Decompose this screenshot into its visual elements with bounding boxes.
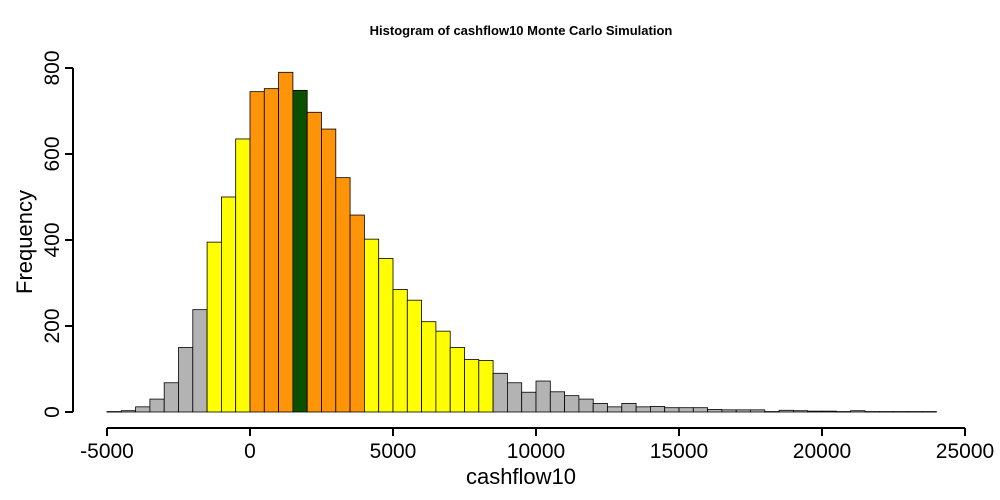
y-tick-label: 200 [41,308,64,343]
histogram-bar [106,411,122,413]
y-axis: 0 200 400 600 800 [41,50,74,418]
histogram-bar [406,299,422,413]
x-tick-label: 10000 [507,440,565,463]
chart-title: Histogram of cashflow10 Monte Carlo Simu… [370,23,673,38]
histogram-bar [449,347,465,413]
histogram-bar [592,402,608,413]
histogram-bar [750,409,766,413]
y-tick-label: 600 [41,136,64,171]
histogram-bar [878,411,894,413]
x-axis: -5000 0 5000 10000 15000 20000 25000 [80,427,994,463]
histogram-bar [635,406,651,413]
histogram-bar [907,411,923,413]
histogram-bar [135,406,151,413]
histogram-bar [249,91,265,413]
histogram-bar [721,409,737,413]
histogram-bar [306,111,322,413]
histogram-bar [464,359,480,413]
histogram-bar [835,411,851,413]
histogram-bar [864,411,880,413]
histogram-bar [292,89,308,413]
histogram-bar [778,409,794,413]
histogram-bar [392,289,408,413]
histogram-bar [435,330,451,413]
y-tick-label: 800 [41,50,64,85]
histogram-bar [650,406,666,413]
histogram-bar [678,407,694,413]
histogram-bar [349,214,365,413]
histogram-bar [163,382,179,413]
histogram-bar [621,402,637,413]
x-tick-label: 0 [244,440,256,463]
histogram-bar [321,128,337,413]
histogram-bar [707,409,723,413]
histogram-bar [149,398,165,413]
histogram-bar [335,177,351,413]
y-tick-label: 400 [41,222,64,257]
histogram-bar [764,411,780,413]
histogram-bar [893,411,909,413]
histogram-bar [120,410,137,413]
histogram-bar [535,380,551,413]
histogram-bar [735,409,751,413]
histogram-bar [564,395,580,413]
histogram-bar [549,391,565,413]
histogram-bar [578,398,594,413]
x-tick-label: 5000 [370,440,417,463]
histogram-bar [506,382,523,413]
histogram-bar [807,410,823,413]
bars-group [106,71,937,413]
histogram-bar [178,347,194,413]
histogram-bar [278,71,294,413]
histogram-bar [206,241,222,413]
x-tick-label: 25000 [936,440,994,463]
histogram-bar [492,372,508,413]
histogram-bar [793,410,809,413]
x-tick-label: 20000 [793,440,851,463]
histogram-bar [192,309,208,413]
x-axis-label: cashflow10 [466,464,576,489]
histogram-bar [363,238,380,413]
y-axis-label: Frequency [12,190,37,294]
histogram-bar [607,406,623,413]
histogram-bar [235,138,251,413]
histogram-bar [378,258,394,413]
histogram-bar [421,321,437,413]
histogram-bar [921,411,937,413]
y-tick-label: 0 [41,406,64,418]
histogram-bar [692,407,708,413]
histogram-bar [821,410,837,413]
histogram-bar [478,359,494,413]
histogram-bar [521,391,537,413]
histogram-bar [664,407,680,413]
histogram-bar [220,196,237,413]
histogram-bar [263,88,279,413]
histogram-bar [850,410,866,413]
x-tick-label: -5000 [80,440,134,463]
x-tick-label: 15000 [650,440,708,463]
